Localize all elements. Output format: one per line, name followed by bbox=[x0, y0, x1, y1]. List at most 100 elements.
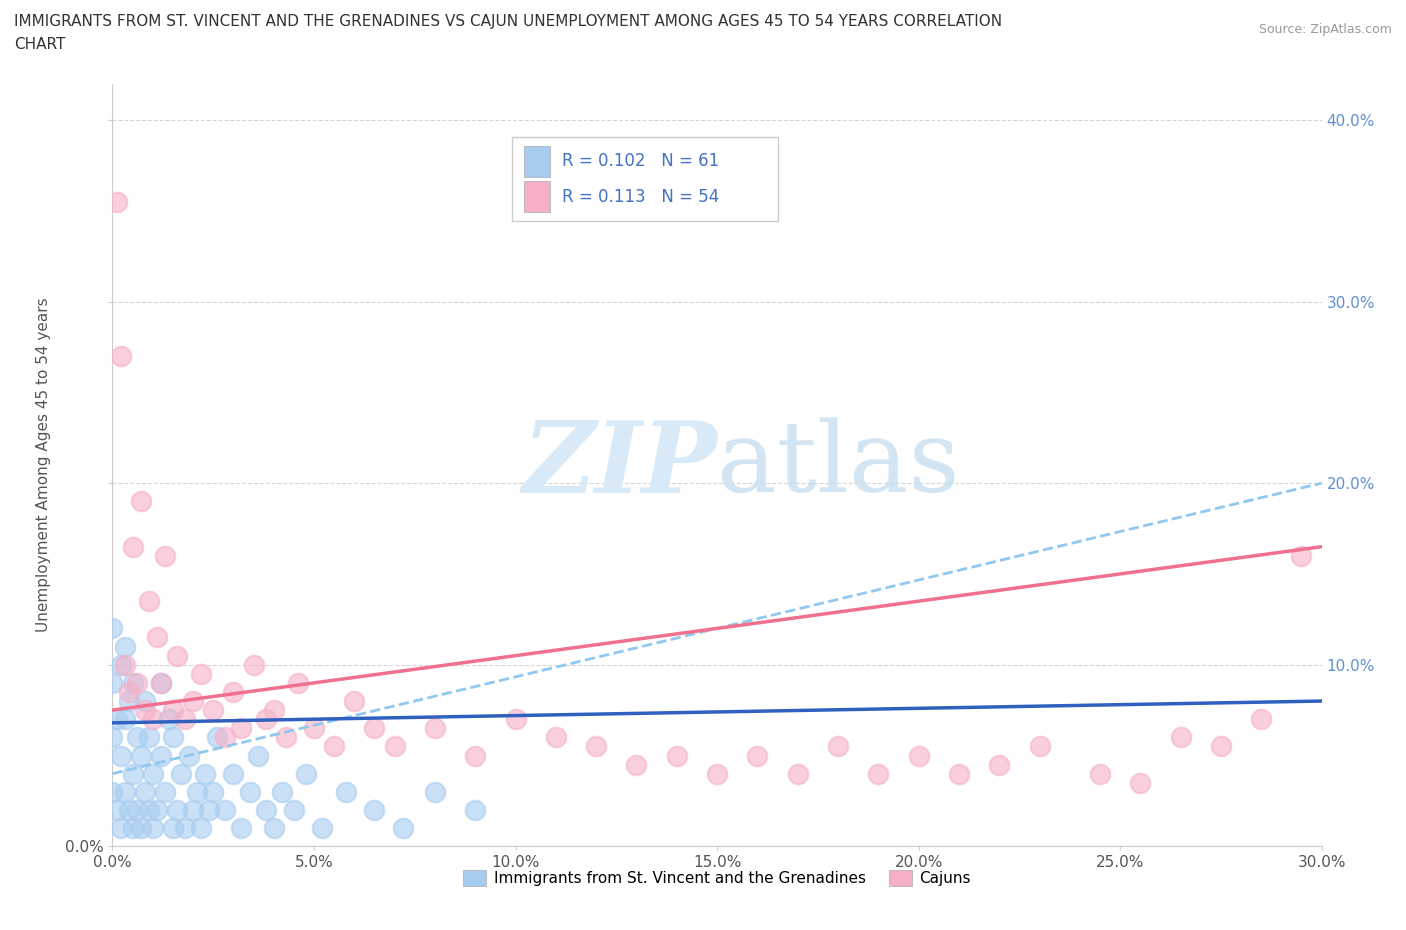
Point bbox=[948, 766, 970, 781]
Point bbox=[323, 739, 346, 754]
Point bbox=[202, 784, 225, 799]
Point bbox=[246, 748, 269, 763]
Point bbox=[117, 803, 139, 817]
Point bbox=[153, 784, 176, 799]
Point bbox=[170, 766, 193, 781]
Point bbox=[363, 803, 385, 817]
Point bbox=[665, 748, 688, 763]
Text: CHART: CHART bbox=[14, 37, 66, 52]
Point bbox=[114, 658, 136, 672]
Point bbox=[222, 684, 245, 699]
Point bbox=[585, 739, 607, 754]
Point bbox=[129, 494, 152, 509]
Point bbox=[105, 711, 128, 726]
Point bbox=[423, 784, 446, 799]
Point bbox=[391, 820, 413, 835]
Point bbox=[544, 730, 567, 745]
Point bbox=[186, 784, 208, 799]
Point bbox=[747, 748, 769, 763]
Point bbox=[134, 703, 156, 718]
Point bbox=[174, 820, 197, 835]
Point bbox=[121, 675, 143, 690]
Text: IMMIGRANTS FROM ST. VINCENT AND THE GRENADINES VS CAJUN UNEMPLOYMENT AMONG AGES : IMMIGRANTS FROM ST. VINCENT AND THE GREN… bbox=[14, 14, 1002, 29]
Point bbox=[1250, 711, 1272, 726]
Point bbox=[149, 748, 172, 763]
Point bbox=[114, 639, 136, 654]
Point bbox=[117, 694, 139, 709]
Point bbox=[1129, 776, 1152, 790]
Legend: Immigrants from St. Vincent and the Grenadines, Cajuns: Immigrants from St. Vincent and the Gren… bbox=[457, 864, 977, 892]
Point bbox=[270, 784, 292, 799]
Point bbox=[149, 675, 172, 690]
Point bbox=[101, 730, 124, 745]
Bar bbox=[523, 181, 550, 212]
Point bbox=[129, 748, 152, 763]
Point bbox=[287, 675, 309, 690]
Point bbox=[1209, 739, 1232, 754]
Point bbox=[263, 820, 285, 835]
Point bbox=[146, 803, 169, 817]
Point bbox=[238, 784, 260, 799]
Point bbox=[464, 748, 486, 763]
Point bbox=[706, 766, 728, 781]
Point bbox=[125, 675, 148, 690]
Point bbox=[274, 730, 297, 745]
Point bbox=[149, 675, 172, 690]
Point bbox=[207, 730, 229, 745]
Point bbox=[101, 784, 124, 799]
FancyBboxPatch shape bbox=[512, 137, 778, 221]
Point bbox=[505, 711, 527, 726]
Point bbox=[231, 721, 253, 736]
Bar bbox=[523, 146, 550, 177]
Point bbox=[363, 721, 385, 736]
Point bbox=[153, 549, 176, 564]
Point bbox=[254, 711, 277, 726]
Point bbox=[181, 694, 204, 709]
Point bbox=[129, 820, 152, 835]
Point bbox=[177, 748, 200, 763]
Point bbox=[827, 739, 849, 754]
Point bbox=[343, 694, 366, 709]
Point bbox=[295, 766, 318, 781]
Point bbox=[1291, 549, 1313, 564]
Point bbox=[786, 766, 808, 781]
Point bbox=[222, 766, 245, 781]
Point bbox=[423, 721, 446, 736]
Text: R = 0.102   N = 61: R = 0.102 N = 61 bbox=[562, 153, 720, 170]
Point bbox=[231, 820, 253, 835]
Point bbox=[105, 194, 128, 209]
Point bbox=[1170, 730, 1192, 745]
Point bbox=[166, 648, 188, 663]
Point bbox=[146, 630, 169, 644]
Point bbox=[157, 711, 180, 726]
Point bbox=[190, 667, 212, 682]
Point bbox=[181, 803, 204, 817]
Point bbox=[114, 711, 136, 726]
Point bbox=[988, 757, 1011, 772]
Point bbox=[162, 820, 184, 835]
Point bbox=[335, 784, 357, 799]
Point bbox=[110, 658, 132, 672]
Point bbox=[1028, 739, 1050, 754]
Point bbox=[134, 694, 156, 709]
Point bbox=[142, 711, 165, 726]
Point bbox=[190, 820, 212, 835]
Point bbox=[907, 748, 929, 763]
Text: ZIP: ZIP bbox=[522, 417, 717, 513]
Point bbox=[626, 757, 648, 772]
Point bbox=[868, 766, 890, 781]
Text: Source: ZipAtlas.com: Source: ZipAtlas.com bbox=[1258, 23, 1392, 36]
Point bbox=[1088, 766, 1111, 781]
Point bbox=[142, 766, 165, 781]
Point bbox=[138, 803, 160, 817]
Y-axis label: Unemployment Among Ages 45 to 54 years: Unemployment Among Ages 45 to 54 years bbox=[35, 298, 51, 632]
Point bbox=[142, 820, 165, 835]
Point bbox=[464, 803, 486, 817]
Point bbox=[174, 711, 197, 726]
Text: atlas: atlas bbox=[717, 417, 960, 513]
Point bbox=[311, 820, 333, 835]
Point bbox=[384, 739, 406, 754]
Point bbox=[121, 539, 143, 554]
Point bbox=[101, 621, 124, 636]
Point bbox=[110, 349, 132, 364]
